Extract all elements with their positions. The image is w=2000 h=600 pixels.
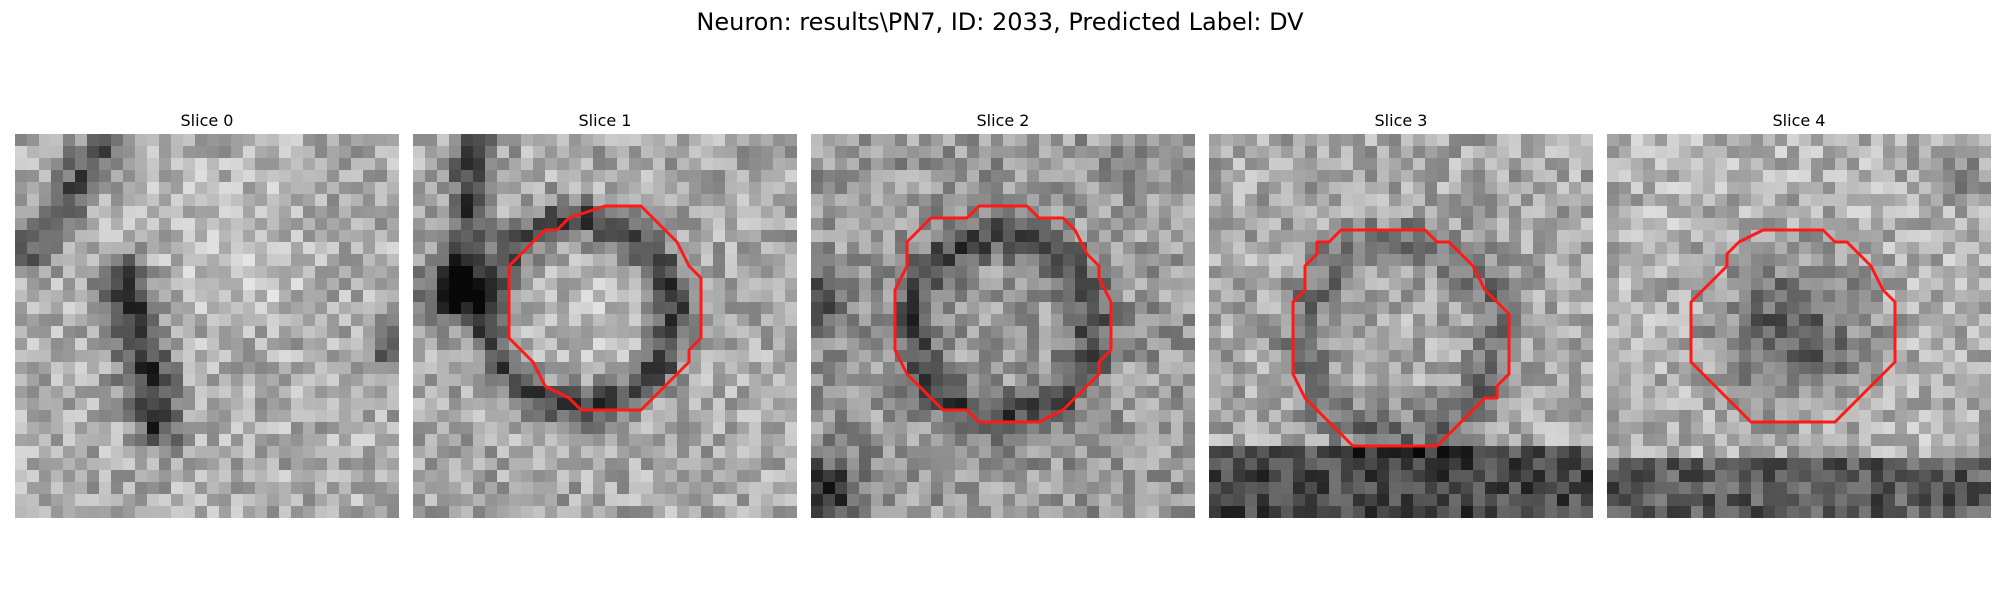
slice-image	[1209, 134, 1593, 518]
slice-panel-4: Slice 4	[1607, 108, 1991, 518]
slice-image	[15, 134, 399, 518]
slice-panel-0: Slice 0	[15, 108, 399, 518]
slice-title: Slice 4	[1772, 111, 1826, 130]
slice-image	[811, 134, 1195, 518]
slice-panel-3: Slice 3	[1209, 108, 1593, 518]
slice-image	[1607, 134, 1991, 518]
slice-panel-1: Slice 1	[413, 108, 797, 518]
slice-title: Slice 3	[1374, 111, 1428, 130]
roi-contour	[1291, 228, 1511, 448]
roi-contour	[507, 204, 703, 412]
figure-title: Neuron: results\PN7, ID: 2033, Predicted…	[696, 8, 1304, 36]
slice-panel-2: Slice 2	[811, 108, 1195, 518]
roi-contour	[1689, 228, 1897, 424]
slice-title: Slice 2	[976, 111, 1030, 130]
slice-title: Slice 0	[180, 111, 234, 130]
slice-title: Slice 1	[578, 111, 632, 130]
roi-contour	[893, 204, 1113, 424]
slice-image	[413, 134, 797, 518]
